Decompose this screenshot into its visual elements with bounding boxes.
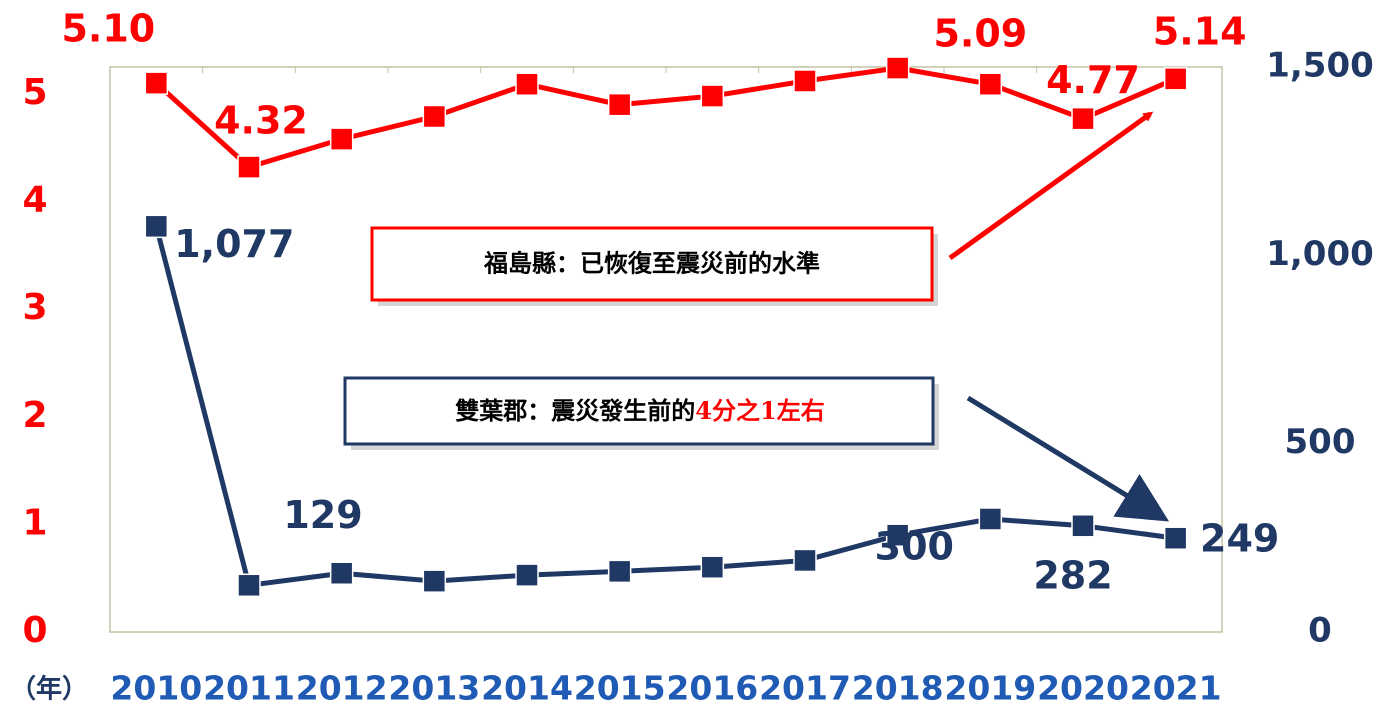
point [237, 155, 261, 179]
point [1071, 514, 1095, 538]
x-tick-label: 2016 [666, 669, 758, 708]
point [515, 563, 539, 587]
y-tick-label: 4 [22, 180, 47, 221]
data-label: 5.10 [61, 7, 155, 51]
point [978, 72, 1003, 96]
x-tick-label: 2021 [1130, 669, 1222, 708]
x-tick-label: 2017 [759, 669, 851, 708]
point [237, 573, 261, 598]
y2-tick-label: 500 [1285, 422, 1356, 462]
y2-tick-label: 1,500 [1266, 46, 1374, 86]
y2-tick-label: 0 [1308, 611, 1332, 651]
point [422, 569, 447, 593]
annotation-box [343, 376, 935, 446]
plot-frame [109, 66, 1223, 633]
series-line [153, 225, 1177, 589]
x-axis-label: （年） [10, 674, 88, 705]
point [422, 104, 447, 129]
arrow [948, 111, 1154, 261]
arrow [966, 395, 1170, 522]
series-line [154, 65, 1177, 170]
x-tick-label: 2014 [481, 669, 573, 708]
data-label: 1,077 [174, 222, 294, 266]
data-label: 4.32 [214, 99, 308, 143]
annotation-highlight: 4分之1左右 [695, 396, 824, 425]
point [978, 507, 1003, 531]
point [793, 548, 817, 573]
data-label: 5.09 [933, 12, 1027, 56]
x-tick-label: 2015 [574, 669, 666, 708]
point [515, 72, 539, 96]
x-tick-label: 2012 [296, 669, 388, 708]
x-tick-label: 2013 [388, 669, 480, 708]
x-tick-label: 2011 [203, 669, 295, 708]
point [1071, 106, 1095, 131]
x-tick-label: 2010 [110, 669, 202, 708]
data-label: 300 [875, 525, 954, 569]
point [700, 555, 725, 579]
data-label: 129 [283, 493, 362, 537]
annotation: 雙葉郡：震災發生前的4分之1左右 [455, 396, 824, 425]
data-label: 5.14 [1153, 9, 1247, 53]
point [329, 561, 354, 585]
x-tick-label: 2018 [852, 669, 944, 708]
y-tick-label: 2 [22, 395, 47, 436]
y-tick-label: 1 [22, 502, 47, 543]
point [144, 71, 169, 95]
y-tick-label: 3 [22, 287, 47, 328]
data-label: 4.77 [1046, 58, 1140, 102]
point [793, 69, 817, 93]
x-tick-label: 2020 [1037, 669, 1129, 708]
data-label: 282 [1033, 553, 1112, 597]
y-tick-label: 0 [22, 610, 47, 651]
y2-tick-label: 1,000 [1266, 234, 1374, 274]
point [1163, 526, 1188, 550]
y-tick-label: 5 [22, 72, 47, 113]
annotation-box [370, 226, 934, 302]
point [700, 84, 725, 108]
point [329, 127, 354, 151]
annotation: 福島縣：已恢復至震災前的水準 [483, 249, 820, 278]
point [607, 92, 632, 117]
point [885, 56, 910, 80]
annotation-text: 雙葉郡：震災發生前的 [455, 396, 695, 425]
x-tick-label: 2019 [944, 669, 1036, 708]
data-label: 249 [1200, 517, 1279, 561]
point [607, 559, 632, 584]
point [144, 214, 169, 239]
point [1163, 67, 1188, 91]
point [885, 523, 910, 547]
